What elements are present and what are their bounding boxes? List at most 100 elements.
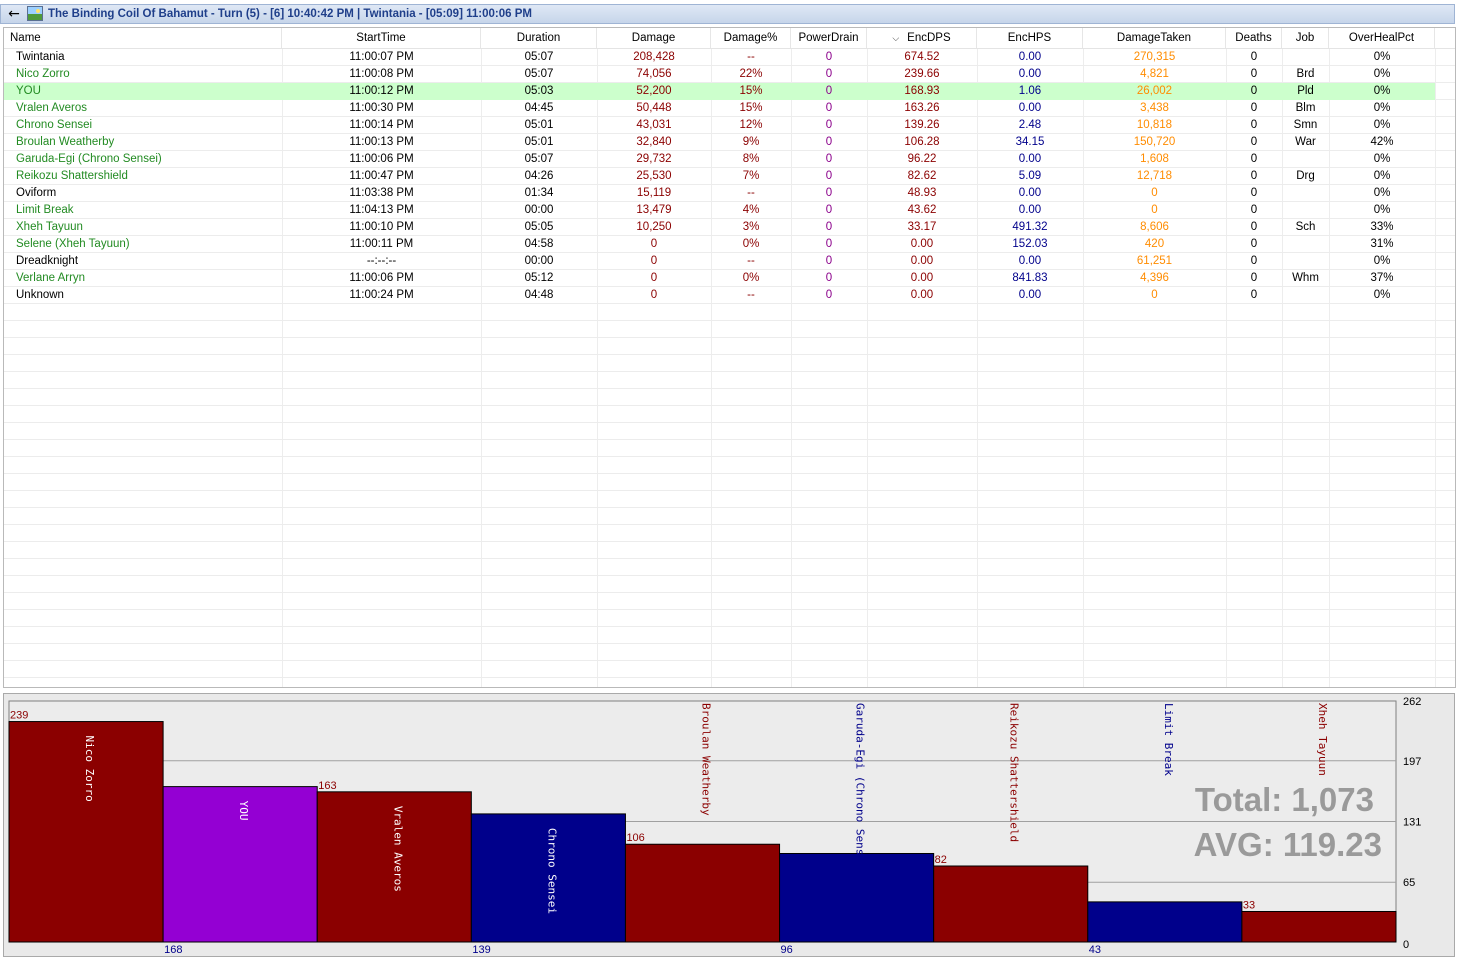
cell-job: Drg [1296, 170, 1315, 182]
cell-overheal: 0% [1373, 119, 1391, 131]
image-icon[interactable] [27, 6, 43, 21]
table-row[interactable]: Selene (Xheh Tayuun) 11:00:11 PM 04:58 0 0% 0… [4, 236, 1435, 253]
column-header-start[interactable]: StartTime [282, 28, 481, 48]
cell-job: Brd [1296, 68, 1315, 80]
column-header-job[interactable]: Job [1282, 28, 1329, 48]
cell-deaths: 0 [1250, 289, 1258, 301]
cell-damage-pct: 22% [739, 68, 763, 80]
row-gridline [4, 609, 1455, 610]
cell-enchps: 2.48 [1018, 119, 1042, 131]
bar [1087, 901, 1243, 943]
column-divider [1329, 28, 1330, 687]
cell-damage-taken: 8,606 [1140, 221, 1169, 233]
table-row[interactable]: Oviform 11:03:38 PM 01:34 15,119 -- 0 48.93 0.0… [4, 185, 1435, 202]
column-header-overheal[interactable]: OverHealPct [1329, 28, 1435, 48]
column-header-power-drain[interactable]: PowerDrain [791, 28, 867, 48]
table-row[interactable]: Vralen Averos 11:00:30 PM 04:45 50,448 15% 0 1… [4, 100, 1435, 117]
row-gridline [4, 660, 1455, 661]
cell-power-drain: 0 [825, 289, 833, 301]
table-row[interactable]: Limit Break 11:04:13 PM 00:00 13,479 4% 0 43.6… [4, 202, 1435, 219]
column-header-label: OverHealPct [1348, 32, 1415, 44]
cell-encdps: 163.26 [904, 102, 940, 114]
cell-damage-pct: -- [747, 187, 755, 199]
cell-encdps: 48.93 [907, 187, 937, 199]
cell-overheal: 0% [1373, 153, 1391, 165]
row-gridline [4, 303, 1455, 304]
column-divider [481, 28, 482, 687]
cell-enchps: 5.09 [1018, 170, 1042, 182]
cell-damage-taken: 0 [1151, 204, 1158, 216]
table-row[interactable]: Dreadknight --:--:-- 00:00 0 -- 0 0.00 0.00 61,2… [4, 253, 1435, 270]
cell-encdps: 674.52 [904, 51, 940, 63]
cell-job: Whm [1292, 272, 1319, 284]
cell-name: Limit Break [16, 204, 74, 216]
cell-job [1282, 202, 1329, 219]
cell-deaths: 0 [1250, 272, 1258, 284]
column-header-duration[interactable]: Duration [481, 28, 597, 48]
table-row[interactable]: Xheh Tayuun 11:00:10 PM 05:05 10,250 3% 0 33.1… [4, 219, 1435, 236]
row-gridline [4, 371, 1455, 372]
row-gridline [4, 558, 1455, 559]
row-gridline [4, 677, 1455, 678]
bar-value-label: 239 [10, 710, 28, 722]
cell-name: Selene (Xheh Tayuun) [16, 238, 130, 250]
cell-damage-pct: 12% [739, 119, 763, 131]
bar-name-label: Nico Zorro [83, 736, 96, 802]
table-row[interactable]: Unknown 11:00:24 PM 04:48 0 -- 0 0.00 0.00 0 0 0% [4, 287, 1435, 304]
cell-enchps: 1.06 [1018, 85, 1042, 97]
table-row[interactable]: Reikozu Shattershield 11:00:47 PM 04:26 25,… [4, 168, 1435, 185]
cell-enchps: 0.00 [1018, 153, 1042, 165]
column-divider [977, 28, 978, 687]
cell-name: Dreadknight [16, 255, 79, 267]
column-header-damage-taken[interactable]: DamageTaken [1083, 28, 1226, 48]
cell-enchps: 491.32 [1012, 221, 1048, 233]
cell-power-drain: 0 [825, 238, 833, 250]
cell-damage: 208,428 [633, 51, 675, 63]
bar [470, 813, 626, 943]
combatant-table[interactable]: Name StartTime Duration Damage Damage% PowerD… [3, 27, 1456, 688]
bar-value-label: 139 [472, 944, 490, 956]
cell-duration: 00:00 [524, 204, 554, 216]
table-row[interactable]: Garuda-Egi (Chrono Sensei) 11:00:06 PM 05:… [4, 151, 1435, 168]
bar [8, 721, 164, 943]
bar-name-label: Reikozu Shattershield [1008, 703, 1021, 842]
row-gridline [4, 592, 1455, 593]
column-header-damage[interactable]: Damage [597, 28, 711, 48]
table-row[interactable]: YOU 11:00:12 PM 05:03 52,200 15% 0 168.93 1.06 2… [4, 83, 1435, 100]
cell-start: 11:00:14 PM [349, 119, 414, 131]
bar-value-label: 106 [626, 832, 644, 844]
column-header-deaths[interactable]: Deaths [1226, 28, 1282, 48]
cell-power-drain: 0 [825, 255, 833, 267]
cell-duration: 04:26 [524, 170, 554, 182]
back-arrow-icon[interactable]: ← [8, 6, 20, 22]
column-header-damage-pct[interactable]: Damage% [711, 28, 791, 48]
row-gridline [4, 235, 1455, 236]
bar [316, 791, 472, 943]
column-header-encdps[interactable]: ⌵ EncDPS [867, 28, 977, 48]
cell-job [1282, 253, 1329, 270]
bar-name-label: Limit Break [1162, 703, 1175, 776]
cell-duration: 05:07 [524, 68, 554, 80]
table-row[interactable]: Chrono Sensei 11:00:14 PM 05:01 43,031 12% 0 1… [4, 117, 1435, 134]
cell-duration: 04:45 [524, 102, 554, 114]
y-tick-label: 131 [1403, 817, 1421, 829]
table-row[interactable]: Broulan Weatherby 11:00:13 PM 05:01 32,840 9… [4, 134, 1435, 151]
table-row[interactable]: Nico Zorro 11:00:08 PM 05:07 74,056 22% 0 239.… [4, 66, 1435, 83]
cell-enchps: 0.00 [1018, 289, 1042, 301]
cell-start: --:--:-- [366, 255, 397, 267]
cell-overheal: 0% [1373, 170, 1391, 182]
table-row[interactable]: Twintania 11:00:07 PM 05:07 208,428 -- 0 674.5… [4, 49, 1435, 66]
cell-encdps: 82.62 [907, 170, 937, 182]
column-header-name[interactable]: Name [4, 28, 282, 48]
column-header-enchps[interactable]: EncHPS [977, 28, 1083, 48]
window-titlebar: ← The Binding Coil Of Bahamut - Turn (5)… [0, 4, 1455, 24]
cell-duration: 05:05 [524, 221, 554, 233]
column-header-label: Damage [631, 32, 676, 44]
row-gridline [4, 218, 1455, 219]
bar-name-label: YOU [237, 801, 250, 821]
table-row[interactable]: Verlane Arryn 11:00:06 PM 05:12 0 0% 0 0.00 841… [4, 270, 1435, 287]
column-header-label: PowerDrain [798, 32, 859, 44]
cell-overheal: 0% [1373, 68, 1391, 80]
row-gridline [4, 82, 1455, 83]
cell-overheal: 33% [1370, 221, 1394, 233]
